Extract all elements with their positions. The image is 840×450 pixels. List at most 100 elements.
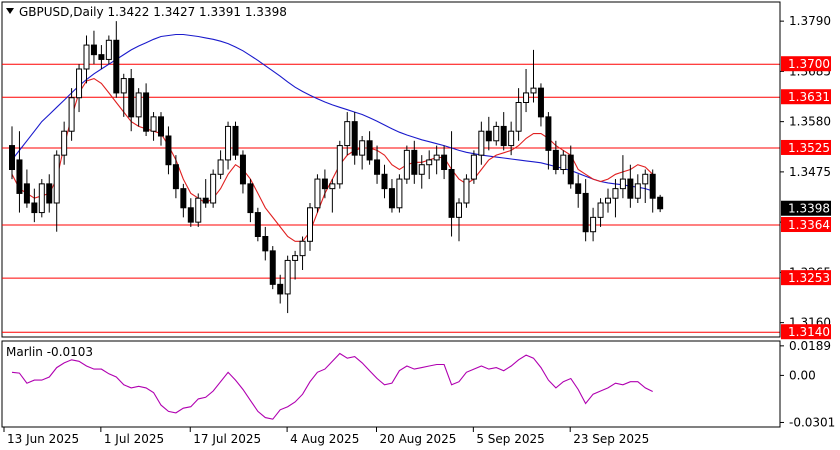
- candle[interactable]: [567, 145, 574, 189]
- candle[interactable]: [307, 203, 313, 251]
- candle[interactable]: [485, 116, 492, 151]
- candle-body: [254, 212, 261, 237]
- candle[interactable]: [68, 88, 75, 141]
- candle[interactable]: [418, 155, 425, 189]
- candle[interactable]: [314, 174, 321, 213]
- candle[interactable]: [470, 150, 477, 184]
- candle[interactable]: [202, 179, 209, 208]
- candle[interactable]: [433, 145, 440, 175]
- candle[interactable]: [388, 179, 395, 213]
- candle[interactable]: [38, 179, 45, 218]
- candle[interactable]: [448, 131, 455, 237]
- candle[interactable]: [344, 112, 351, 156]
- candle-body: [515, 102, 522, 132]
- candle[interactable]: [634, 174, 641, 203]
- candle[interactable]: [16, 131, 23, 213]
- candle[interactable]: [597, 198, 604, 227]
- candle[interactable]: [195, 193, 202, 227]
- candle[interactable]: [269, 246, 276, 290]
- candle-body: [344, 121, 351, 147]
- candle[interactable]: [582, 179, 589, 242]
- candle[interactable]: [426, 150, 433, 180]
- candle[interactable]: [254, 207, 261, 242]
- candle[interactable]: [53, 150, 60, 232]
- candle[interactable]: [105, 35, 112, 65]
- candle[interactable]: [612, 179, 619, 218]
- candle[interactable]: [187, 198, 194, 227]
- candle[interactable]: [113, 21, 120, 98]
- candle[interactable]: [605, 188, 611, 213]
- candle[interactable]: [463, 174, 470, 208]
- candle-body: [76, 68, 83, 99]
- candle[interactable]: [627, 164, 634, 208]
- candle[interactable]: [46, 174, 53, 213]
- candle[interactable]: [321, 169, 328, 199]
- candle[interactable]: [135, 88, 142, 127]
- candle[interactable]: [180, 183, 187, 218]
- candle[interactable]: [537, 83, 544, 127]
- candle[interactable]: [441, 145, 448, 180]
- candle[interactable]: [642, 169, 649, 204]
- candle-body: [552, 149, 559, 171]
- candle[interactable]: [247, 179, 254, 223]
- level-label: 1.3364: [788, 218, 830, 232]
- candle[interactable]: [552, 140, 559, 175]
- candle[interactable]: [239, 150, 246, 194]
- candle[interactable]: [83, 35, 90, 84]
- candle[interactable]: [366, 131, 373, 165]
- candle[interactable]: [9, 126, 15, 180]
- candle[interactable]: [619, 155, 626, 199]
- candle[interactable]: [493, 121, 500, 146]
- candle[interactable]: [396, 174, 403, 213]
- candle[interactable]: [560, 150, 567, 175]
- candle[interactable]: [76, 64, 83, 113]
- candle[interactable]: [150, 112, 157, 141]
- candle[interactable]: [277, 274, 284, 304]
- candle[interactable]: [284, 255, 291, 314]
- candle[interactable]: [359, 136, 366, 170]
- candles-layer[interactable]: [9, 21, 664, 314]
- candle[interactable]: [262, 226, 269, 261]
- candle[interactable]: [98, 45, 105, 69]
- candle[interactable]: [500, 112, 507, 151]
- candle[interactable]: [403, 145, 410, 184]
- candle[interactable]: [411, 140, 418, 184]
- candle[interactable]: [210, 169, 217, 208]
- candle[interactable]: [23, 169, 30, 208]
- candle[interactable]: [351, 112, 358, 165]
- candle[interactable]: [120, 73, 127, 117]
- candle[interactable]: [31, 188, 38, 223]
- candle[interactable]: [292, 250, 299, 280]
- candle[interactable]: [478, 121, 485, 165]
- candle[interactable]: [381, 164, 388, 199]
- candle[interactable]: [128, 69, 135, 132]
- candle[interactable]: [545, 112, 552, 170]
- candle[interactable]: [299, 236, 306, 271]
- candle[interactable]: [523, 69, 530, 113]
- candle[interactable]: [508, 121, 515, 156]
- candle-body: [403, 149, 410, 180]
- candle[interactable]: [172, 155, 179, 199]
- candle[interactable]: [336, 140, 343, 189]
- candle-body: [374, 159, 381, 175]
- candle[interactable]: [232, 121, 239, 160]
- candle[interactable]: [530, 49, 537, 103]
- candle[interactable]: [374, 145, 381, 184]
- candle[interactable]: [456, 198, 462, 242]
- candle[interactable]: [649, 169, 656, 213]
- candle[interactable]: [329, 179, 336, 213]
- candle-body: [441, 154, 448, 170]
- candle[interactable]: [590, 207, 597, 242]
- candle[interactable]: [158, 112, 164, 146]
- candle[interactable]: [657, 194, 664, 213]
- candle[interactable]: [515, 88, 522, 141]
- candle[interactable]: [143, 83, 150, 136]
- candle[interactable]: [61, 121, 68, 165]
- candle-body: [202, 197, 209, 204]
- candle[interactable]: [165, 126, 172, 175]
- candle[interactable]: [90, 30, 97, 65]
- candle[interactable]: [225, 121, 232, 170]
- candle[interactable]: [575, 174, 582, 208]
- candle[interactable]: [217, 150, 224, 180]
- collapse-triangle-icon[interactable]: [6, 8, 14, 14]
